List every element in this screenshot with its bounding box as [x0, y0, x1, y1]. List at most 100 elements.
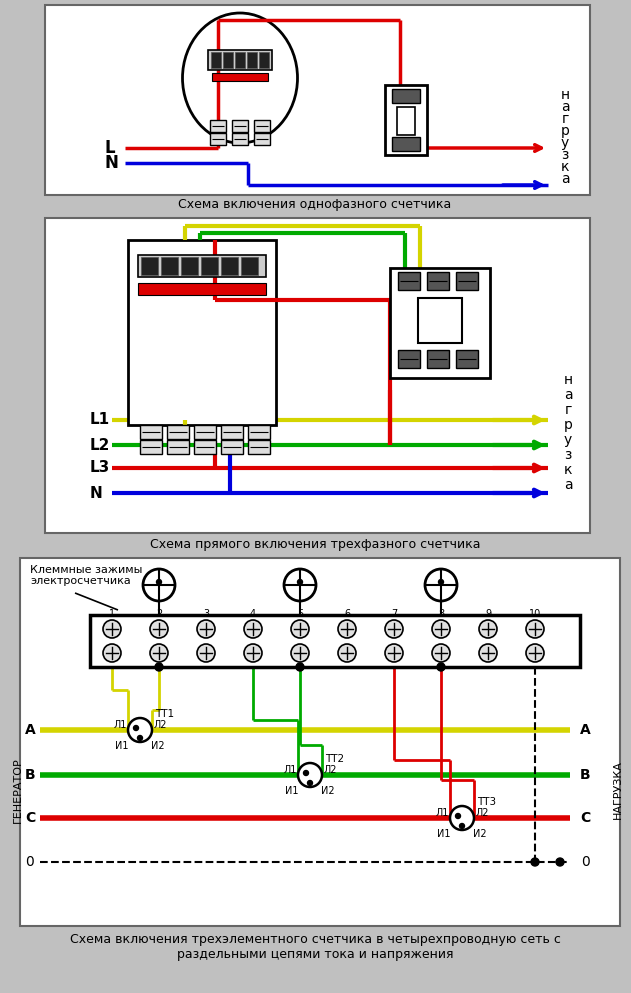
Bar	[397, 107, 415, 135]
Bar	[161, 257, 178, 275]
Text: а: а	[563, 388, 572, 402]
Text: г: г	[564, 403, 572, 417]
Circle shape	[385, 620, 403, 638]
Bar	[232, 120, 248, 132]
Text: электросчетчика: электросчетчика	[30, 576, 131, 586]
Text: 4: 4	[250, 609, 256, 619]
Bar	[210, 133, 226, 145]
Bar	[392, 89, 420, 103]
Text: 0: 0	[26, 855, 34, 869]
Bar	[140, 425, 162, 439]
Bar	[211, 52, 221, 68]
Bar	[221, 440, 243, 454]
Text: N: N	[90, 486, 103, 500]
Text: к: к	[563, 463, 572, 477]
Text: Схема включения трехэлементного счетчика в четырехпроводную сеть с
раздельными ц: Схема включения трехэлементного счетчика…	[69, 933, 560, 961]
Text: 2: 2	[156, 609, 162, 619]
Circle shape	[439, 580, 444, 585]
Bar	[20, 558, 620, 926]
Circle shape	[531, 858, 539, 866]
Circle shape	[385, 644, 403, 662]
Bar	[248, 425, 270, 439]
Circle shape	[103, 644, 121, 662]
Text: у: у	[564, 433, 572, 447]
Text: з: з	[564, 448, 572, 462]
Bar	[194, 425, 216, 439]
Bar	[138, 255, 266, 277]
Text: И2: И2	[473, 829, 487, 839]
Text: A: A	[580, 723, 591, 737]
Bar	[141, 257, 158, 275]
Text: н: н	[560, 88, 570, 102]
Bar	[90, 615, 580, 667]
Bar	[392, 137, 420, 151]
Text: B: B	[580, 768, 591, 782]
Text: НАГРУЗКА: НАГРУЗКА	[613, 761, 623, 819]
Circle shape	[244, 620, 262, 638]
Text: 5: 5	[297, 609, 303, 619]
Text: р: р	[560, 124, 569, 138]
Text: L3: L3	[90, 461, 110, 476]
Circle shape	[297, 580, 302, 585]
Text: 7: 7	[391, 609, 397, 619]
Bar	[194, 440, 216, 454]
Text: L1: L1	[90, 412, 110, 428]
Circle shape	[304, 771, 309, 776]
Text: г: г	[562, 112, 569, 126]
Circle shape	[450, 806, 474, 830]
Text: Клеммные зажимы: Клеммные зажимы	[30, 565, 143, 575]
Text: ГЕНЕРАТОР: ГЕНЕРАТОР	[13, 757, 23, 823]
Circle shape	[244, 644, 262, 662]
Ellipse shape	[182, 13, 297, 143]
Circle shape	[143, 569, 175, 601]
Bar	[235, 52, 245, 68]
Bar	[201, 257, 218, 275]
Text: а: а	[561, 172, 569, 186]
Circle shape	[338, 620, 356, 638]
Circle shape	[156, 580, 162, 585]
Text: L: L	[105, 139, 115, 157]
Bar	[128, 240, 276, 425]
Bar	[167, 440, 189, 454]
Bar	[398, 350, 420, 368]
Text: Л2: Л2	[323, 765, 337, 775]
Bar	[418, 298, 462, 343]
Circle shape	[338, 644, 356, 662]
Bar	[254, 120, 270, 132]
Circle shape	[556, 858, 564, 866]
Circle shape	[456, 813, 461, 818]
Bar	[241, 257, 258, 275]
Bar	[232, 133, 248, 145]
Bar	[456, 272, 478, 290]
Circle shape	[291, 620, 309, 638]
Text: ТТ1: ТТ1	[155, 709, 174, 719]
Text: Л1: Л1	[435, 808, 449, 818]
Text: ТТ3: ТТ3	[477, 797, 496, 807]
Text: И2: И2	[321, 786, 335, 796]
Text: р: р	[563, 418, 572, 432]
Bar	[259, 52, 269, 68]
Circle shape	[432, 644, 450, 662]
Circle shape	[479, 620, 497, 638]
Text: 0: 0	[581, 855, 589, 869]
Bar	[248, 440, 270, 454]
Bar	[390, 268, 490, 378]
Text: C: C	[580, 811, 590, 825]
Text: у: у	[561, 136, 569, 150]
Text: И1: И1	[115, 741, 129, 751]
Bar	[247, 52, 257, 68]
Text: 3: 3	[203, 609, 209, 619]
Bar	[45, 218, 590, 533]
Text: L2: L2	[90, 438, 110, 453]
Text: N: N	[105, 154, 119, 172]
Circle shape	[150, 620, 168, 638]
Bar	[212, 73, 268, 81]
Circle shape	[128, 718, 152, 742]
Circle shape	[155, 663, 163, 671]
Text: A: A	[25, 723, 35, 737]
Text: Л1: Л1	[114, 720, 127, 730]
Circle shape	[432, 620, 450, 638]
Circle shape	[526, 644, 544, 662]
Circle shape	[284, 569, 316, 601]
Bar	[221, 425, 243, 439]
